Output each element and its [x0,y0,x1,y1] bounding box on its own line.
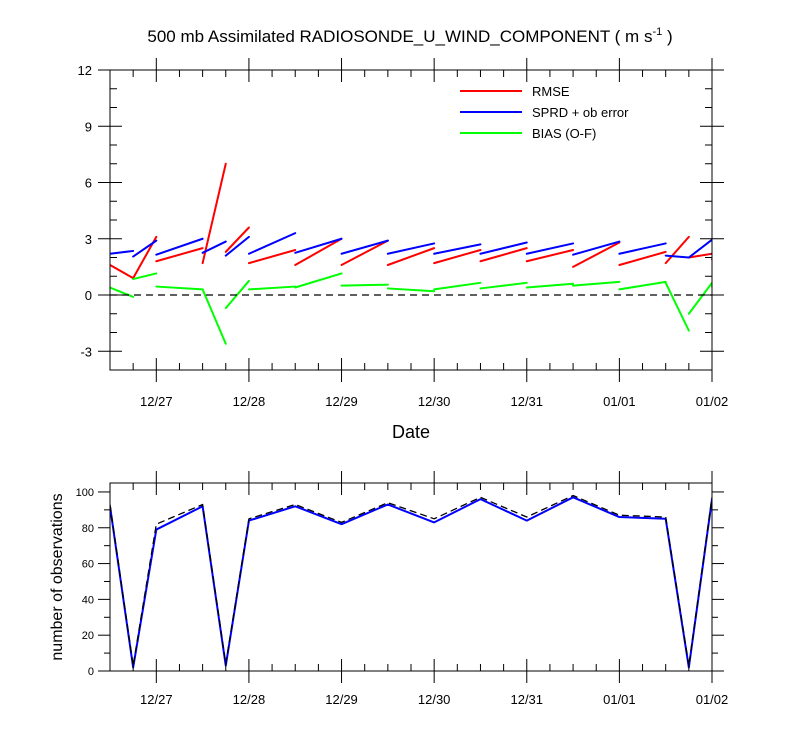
sprd-ob-error-segment-16 [711,252,712,255]
chart-title-main: 500 mb Assimilated RADIOSONDE_U_WIND_COM… [147,27,652,46]
chart-title-superscript: -1 [652,26,662,38]
top-xtick-label: 12/28 [233,394,266,409]
rmse-segment-10 [479,247,528,263]
top-xtick-label: 12/27 [140,394,173,409]
top-xtick-label: 12/30 [418,394,451,409]
bias-o-f-segment-0 [110,286,135,298]
top-ytick-label: 0 [85,288,92,303]
top-ytick-label: 12 [78,63,92,78]
sprd-ob-error-segment-4 [224,235,250,257]
top-xtick-label: 01/01 [603,394,636,409]
bottom-xtick-label: 12/31 [510,692,543,707]
sprd-ob-error-segment-2 [155,237,204,256]
bias-o-f-segment-15 [687,281,712,315]
chart-title-end: ) [662,27,672,46]
top-xtick-label: 01/02 [696,394,729,409]
sprd-ob-error-segment-5 [247,232,297,255]
bottom-ytick-label: 40 [82,594,94,606]
bottom-ticks-group [98,471,724,683]
bottom-series-group [110,494,712,669]
rmse-segment-2 [155,247,204,263]
bias-o-f-segment-5 [247,285,297,291]
legend-label-rmse: RMSE [532,84,570,99]
rmse-segment-6 [294,237,343,266]
sprd-ob-error-segment-15 [687,238,712,259]
bias-o-f-segment-13 [618,280,667,291]
rmse-segment-15 [687,252,712,259]
top-x-axis-title: Date [392,422,430,442]
legend: RMSE SPRD + ob error BIAS (O-F) [460,84,629,141]
rmse-segment-16 [711,258,712,261]
bottom-series-observations-used [110,496,712,669]
bottom-ytick-label: 20 [82,630,94,642]
top-ticks-group [98,58,724,382]
sprd-ob-error-segment-9 [433,243,482,255]
rmse-segment-7 [340,239,389,266]
top-ytick-label: 6 [85,176,92,191]
bias-o-f-segment-9 [433,281,482,291]
bottom-ytick-label: 100 [76,487,94,499]
top-ytick-labels: 12 9 6 3 0 -3 [78,63,92,359]
rmse-segment-11 [525,249,575,263]
rmse-segment-13 [618,250,667,266]
top-panel: 12 9 6 3 0 -3 12/27 12/28 12/29 12/30 12/31 01/01 0… [78,58,728,442]
sprd-ob-error-segment-10 [479,241,528,255]
rmse-segment-3 [201,162,227,265]
chart-title: 500 mb Assimilated RADIOSONDE_U_WIND_COM… [147,26,672,46]
bottom-ytick-label: 60 [82,559,94,571]
legend-label-sprd-ob-error: SPRD + ob error [532,105,629,120]
rmse-segment-12 [572,241,621,268]
top-xtick-labels: 12/27 12/28 12/29 12/30 12/31 01/01 01/02 [140,394,728,409]
top-ytick-label: -3 [80,344,92,359]
top-ytick-label: 9 [85,119,92,134]
rmse-segment-9 [433,249,482,265]
top-series-group [110,162,712,345]
bias-o-f-segment-1 [132,272,158,281]
rmse-segment-0 [110,264,135,280]
bottom-y-axis-title: number of observations [49,493,66,660]
sprd-ob-error-segment-8 [386,242,436,255]
bottom-xtick-label: 12/28 [233,692,266,707]
rmse-segment-14 [664,235,690,265]
bias-o-f-segment-16 [711,285,712,288]
bias-o-f-segment-8 [386,287,436,293]
top-xtick-label: 12/31 [510,394,543,409]
bottom-ytick-label: 80 [82,523,94,535]
sprd-ob-error-segment-1 [132,239,158,258]
bias-o-f-segment-12 [572,280,621,287]
bias-o-f-segment-3 [201,288,227,345]
rmse-segment-8 [386,247,436,266]
bottom-xtick-label: 01/02 [696,692,729,707]
bias-o-f-segment-6 [294,272,343,289]
bottom-xtick-label: 12/30 [418,692,451,707]
top-xtick-label: 12/29 [325,394,358,409]
rmse-segment-4 [224,226,250,253]
bottom-xtick-labels: 12/27 12/28 12/29 12/30 12/31 01/01 01/02 [140,692,728,707]
bias-o-f-segment-10 [479,281,528,290]
top-ytick-label: 3 [85,232,92,247]
sprd-ob-error-segment-0 [110,249,135,255]
bottom-xtick-label: 12/29 [325,692,358,707]
bottom-series-observations-possible [110,494,712,667]
bottom-panel: 0 20 40 60 80 100 12/27 12/28 12/29 12/30 12/31 01… [49,471,728,707]
sprd-ob-error-segment-13 [618,242,667,255]
sprd-ob-error-segment-14 [664,254,690,259]
bias-o-f-segment-7 [340,283,389,287]
sprd-ob-error-segment-3 [201,240,227,254]
sprd-ob-error-segment-6 [294,237,343,254]
bias-o-f-segment-2 [155,285,204,291]
bias-o-f-segment-4 [224,279,250,310]
legend-label-bias-o-f: BIAS (O-F) [532,126,596,141]
rmse-segment-5 [247,249,297,265]
bias-o-f-segment-14 [664,281,690,332]
sprd-ob-error-segment-11 [525,242,575,255]
bottom-xtick-label: 12/27 [140,692,173,707]
bottom-ytick-label: 0 [88,666,94,678]
sprd-ob-error-segment-12 [572,240,621,256]
sprd-ob-error-segment-7 [340,239,389,255]
bias-o-f-segment-11 [525,282,575,289]
bottom-ytick-labels: 0 20 40 60 80 100 [76,487,94,678]
bottom-xtick-label: 01/01 [603,692,636,707]
